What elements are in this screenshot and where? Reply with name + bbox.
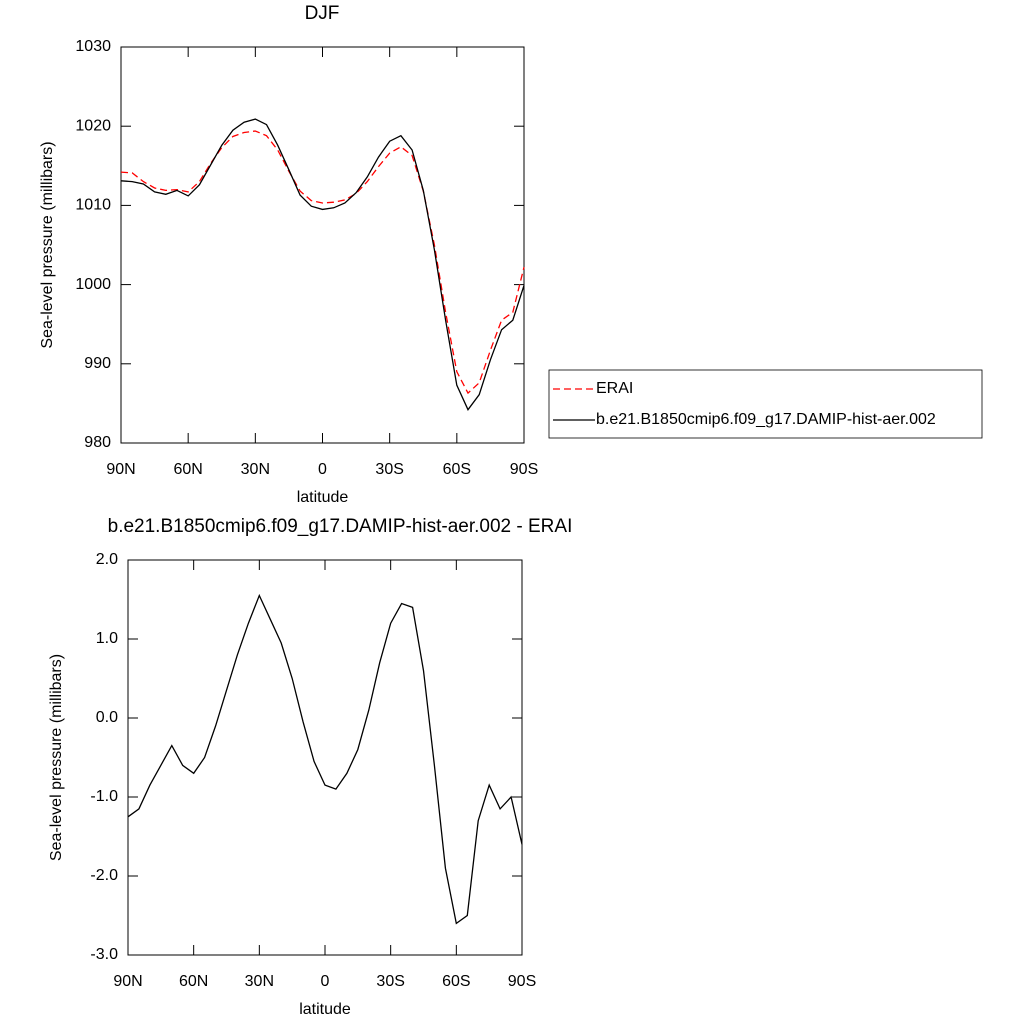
x-tick-label: 60S <box>443 461 471 478</box>
y-tick-label: 1010 <box>75 197 111 214</box>
y-axis-label: Sea-level pressure (millibars) <box>39 141 56 348</box>
y-tick-label: 1020 <box>75 117 111 134</box>
x-tick-label: 60N <box>173 461 202 478</box>
data-line <box>127 593 523 925</box>
x-axis-label: latitude <box>297 489 349 506</box>
x-tick-label: 0 <box>318 461 327 478</box>
x-tick-label: 90N <box>106 461 135 478</box>
x-tick-label: 0 <box>321 973 330 990</box>
data-line <box>120 130 525 395</box>
chart-title: DJF <box>305 3 340 24</box>
y-tick-label: 990 <box>84 355 111 372</box>
legend-label: b.e21.B1850cmip6.f09_g17.DAMIP-hist-aer.… <box>596 411 936 428</box>
x-tick-label: 30N <box>241 461 270 478</box>
y-tick-label: 980 <box>84 434 111 451</box>
x-tick-label: 90N <box>113 973 142 990</box>
x-tick-label: 30N <box>245 973 274 990</box>
y-tick-label: 2.0 <box>96 551 118 568</box>
y-tick-label: -1.0 <box>90 788 118 805</box>
data-line <box>120 118 525 411</box>
x-tick-label: 90S <box>510 461 538 478</box>
x-tick-label: 60S <box>442 973 470 990</box>
x-tick-label: 30S <box>375 461 403 478</box>
y-tick-label: -3.0 <box>90 946 118 963</box>
x-axis-label: latitude <box>299 1001 351 1018</box>
y-tick-label: 1030 <box>75 38 111 55</box>
y-tick-label: 1.0 <box>96 630 118 647</box>
plot-frame <box>127 559 523 956</box>
x-tick-label: 60N <box>179 973 208 990</box>
legend-box <box>548 369 983 439</box>
y-axis-label: Sea-level pressure (millibars) <box>48 654 65 861</box>
y-tick-label: -2.0 <box>90 867 118 884</box>
y-tick-label: 0.0 <box>96 709 118 726</box>
legend-label: ERAI <box>596 380 633 397</box>
chart-title: b.e21.B1850cmip6.f09_g17.DAMIP-hist-aer.… <box>108 516 573 537</box>
x-tick-label: 30S <box>376 973 404 990</box>
y-tick-label: 1000 <box>75 276 111 293</box>
x-tick-label: 90S <box>508 973 536 990</box>
